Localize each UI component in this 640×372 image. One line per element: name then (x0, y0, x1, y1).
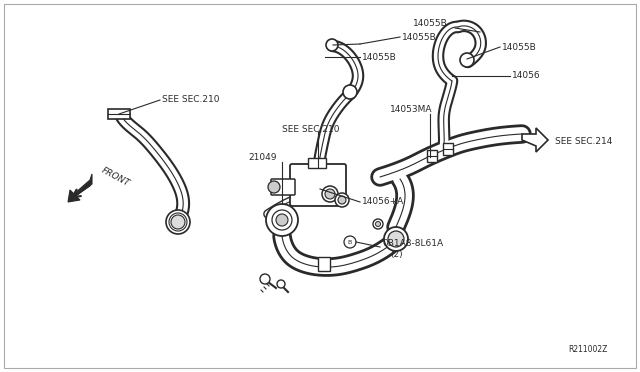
Circle shape (384, 227, 408, 251)
Circle shape (266, 204, 298, 236)
Circle shape (277, 280, 285, 288)
Text: 0B1A8-8L61A: 0B1A8-8L61A (382, 240, 443, 248)
Circle shape (376, 221, 381, 227)
Text: SEE SEC.210: SEE SEC.210 (282, 125, 339, 135)
Circle shape (322, 186, 338, 202)
FancyBboxPatch shape (271, 179, 295, 195)
Text: SEE SEC.214: SEE SEC.214 (555, 137, 612, 145)
Text: 14055B: 14055B (502, 42, 537, 51)
FancyBboxPatch shape (443, 143, 453, 155)
Circle shape (268, 181, 280, 193)
Circle shape (343, 85, 357, 99)
Circle shape (276, 214, 288, 226)
Circle shape (344, 236, 356, 248)
Circle shape (272, 210, 292, 230)
FancyBboxPatch shape (290, 164, 346, 206)
Circle shape (373, 219, 383, 229)
Circle shape (338, 196, 346, 204)
Circle shape (388, 231, 404, 247)
Text: R211002Z: R211002Z (568, 346, 607, 355)
Text: 14055B: 14055B (362, 52, 397, 61)
Circle shape (171, 215, 185, 229)
Circle shape (260, 274, 270, 284)
Circle shape (335, 193, 349, 207)
Text: 14056+A: 14056+A (362, 198, 404, 206)
Text: SEE SEC.210: SEE SEC.210 (162, 96, 220, 105)
FancyBboxPatch shape (108, 109, 130, 119)
Text: 14056: 14056 (512, 71, 541, 80)
Circle shape (460, 53, 474, 67)
Text: 21049: 21049 (248, 154, 276, 163)
Text: 14053MA: 14053MA (390, 106, 433, 115)
Circle shape (166, 210, 190, 234)
Text: FRONT: FRONT (100, 166, 131, 188)
Polygon shape (68, 174, 92, 202)
FancyBboxPatch shape (308, 158, 326, 168)
Text: (2): (2) (390, 250, 403, 259)
Text: 14055B: 14055B (413, 19, 448, 29)
FancyBboxPatch shape (318, 257, 330, 271)
Text: 14055B: 14055B (402, 32, 436, 42)
FancyBboxPatch shape (427, 150, 437, 162)
Polygon shape (522, 128, 548, 152)
Text: B: B (348, 240, 352, 244)
Circle shape (326, 39, 338, 51)
Circle shape (325, 189, 335, 199)
